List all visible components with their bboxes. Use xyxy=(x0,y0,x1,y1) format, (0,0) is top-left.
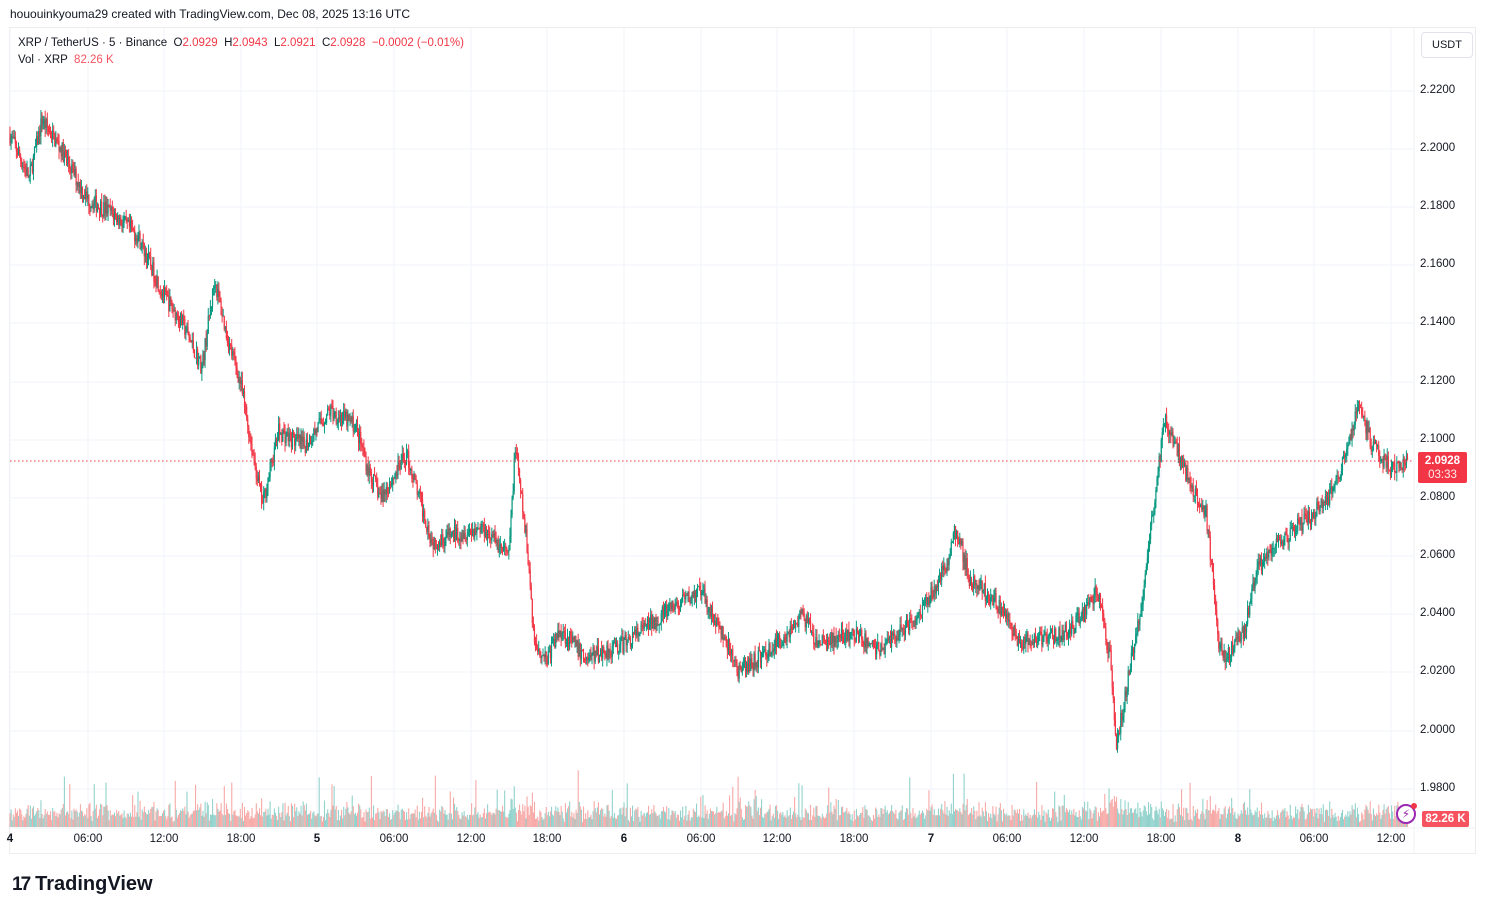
time-tick: 12:00 xyxy=(456,833,486,845)
price-tick: 2.2000 xyxy=(1420,142,1456,154)
price-tick: 2.1600 xyxy=(1420,258,1456,270)
time-tick: 06:00 xyxy=(992,833,1022,845)
price-tick: 2.2200 xyxy=(1420,84,1456,96)
tradingview-logo: 17 TradingView xyxy=(12,873,153,895)
volume-label[interactable]: Vol · XRP xyxy=(18,54,68,66)
time-tick: 06:00 xyxy=(1299,833,1329,845)
last-price-tag: 2.0928 03:33 xyxy=(1418,452,1467,483)
volume-row: Vol · XRP 82.26 K xyxy=(18,52,464,69)
time-tick: 18:00 xyxy=(839,833,869,845)
currency-button[interactable]: USDT xyxy=(1421,32,1473,58)
price-tick: 2.1800 xyxy=(1420,200,1456,212)
close-value: 2.0928 xyxy=(330,37,366,49)
time-tick: 06:00 xyxy=(73,833,103,845)
change-value: −0.0002 (−0.01%) xyxy=(371,37,464,49)
time-tick: 4 xyxy=(6,833,14,845)
time-tick: 06:00 xyxy=(379,833,409,845)
time-tick: 18:00 xyxy=(532,833,562,845)
tradingview-logo-icon: 17 xyxy=(12,873,31,895)
volume-value: 82.26 K xyxy=(74,54,114,66)
price-tick: 2.0600 xyxy=(1420,549,1456,561)
volume-tag: 82.26 K xyxy=(1422,811,1469,827)
open-value: 2.0929 xyxy=(182,37,218,49)
symbol-label[interactable]: XRP / TetherUS · 5 · Binance xyxy=(18,37,168,49)
time-tick: 6 xyxy=(620,833,628,845)
notification-dot xyxy=(1411,803,1417,809)
low-value: 2.0921 xyxy=(280,37,316,49)
time-tick: 12:00 xyxy=(1069,833,1099,845)
bar-countdown: 03:33 xyxy=(1428,469,1457,481)
time-tick: 18:00 xyxy=(226,833,256,845)
time-tick: 18:00 xyxy=(1146,833,1176,845)
time-tick: 12:00 xyxy=(1376,833,1406,845)
price-tick: 2.1000 xyxy=(1420,433,1456,445)
price-tick: 1.9800 xyxy=(1420,782,1456,794)
lightning-icon[interactable]: ⚡ xyxy=(1396,803,1417,824)
price-tick: 2.1400 xyxy=(1420,316,1456,328)
price-tick: 2.0800 xyxy=(1420,491,1456,503)
price-tick: 2.0400 xyxy=(1420,607,1456,619)
time-tick: 8 xyxy=(1234,833,1242,845)
price-tick: 2.0000 xyxy=(1420,724,1456,736)
time-tick: 12:00 xyxy=(149,833,179,845)
chart-legend: XRP / TetherUS · 5 · Binance O2.0929 H2.… xyxy=(18,35,464,69)
high-value: 2.0943 xyxy=(232,37,268,49)
price-tick: 2.1200 xyxy=(1420,375,1456,387)
time-tick: 12:00 xyxy=(762,833,792,845)
time-tick: 7 xyxy=(927,833,935,845)
time-tick: 5 xyxy=(313,833,321,845)
time-tick: 06:00 xyxy=(686,833,716,845)
ohlc-row: XRP / TetherUS · 5 · Binance O2.0929 H2.… xyxy=(18,37,464,49)
price-tick: 2.0200 xyxy=(1420,665,1456,677)
chart-credit: hououinkyouma29 created with TradingView… xyxy=(10,7,411,21)
